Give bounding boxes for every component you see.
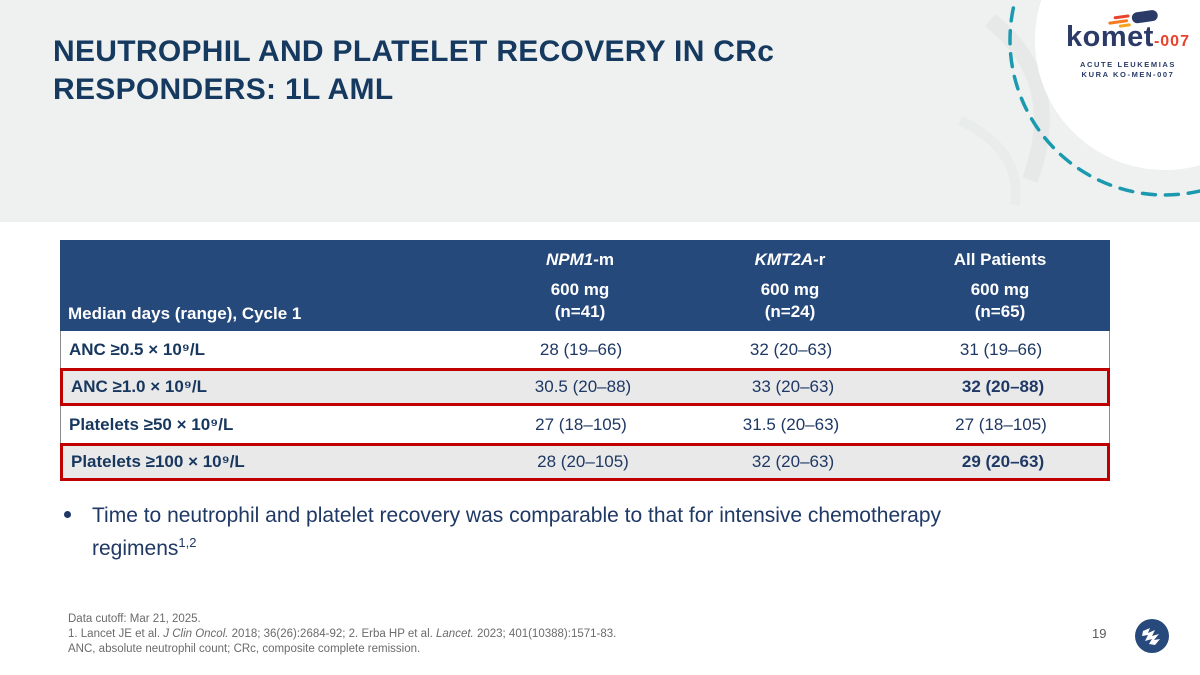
journal-name: J Clin Oncol. [163,628,229,640]
cell-kmt2a: 32 (20–63) [749,339,833,359]
table-row-anc-0-5: ANC ≥0.5 × 10⁹/L 28 (19–66) 32 (20–63) 3… [60,331,1110,368]
row-label: Platelets ≥50 × 10⁹/L [69,414,234,434]
bullet-icon [64,511,71,518]
header-band: komet-007 ACUTE LEUKEMIAS KURA KO-MEN-00… [0,0,1200,222]
bullet-line1: Time to neutrophil and platelet recovery… [92,504,942,527]
logo-circle-background [1035,0,1200,170]
table-header-kmt2a: KMT2A-r 600 mg (n=24) [690,249,890,323]
title-line2: RESPONDERS: 1L AML [53,73,394,106]
key-finding-bullet: Time to neutrophil and platelet recovery… [64,502,1124,562]
bullet-text: Time to neutrophil and platelet recovery… [92,502,941,562]
swirl-decoration [957,115,1021,206]
band-decoration [957,0,1200,206]
journal-name: Lancet. [436,628,474,640]
reference-text: 1. Lancet JE et al. [68,628,164,640]
cell-kmt2a: 32 (20–63) [751,452,835,471]
bullet-line2: regimens [92,537,179,560]
npm1-gene-label: NPM1-m [470,249,690,271]
all-patients-n: (n=65) [974,301,1026,321]
cell-all-patients: 31 (19–66) [959,339,1043,359]
dashed-circle-icon [1008,0,1200,197]
cell-npm1: 28 (20–105) [537,452,629,471]
cell-npm1: 28 (19–66) [539,339,623,359]
cell-all-patients: 27 (18–105) [955,414,1047,434]
all-patients-dose: 600 mg [970,279,1030,299]
table-row-anc-1-0-highlighted: ANC ≥1.0 × 10⁹/L 30.5 (20–88) 33 (20–63)… [60,368,1110,406]
page-title: NEUTROPHIL AND PLATELET RECOVERY IN CRc … [53,33,953,109]
cell-all-patients: 32 (20–88) [961,377,1045,396]
footnote-abbreviations: ANC, absolute neutrophil count; CRc, com… [68,643,421,655]
cell-kmt2a: 31.5 (20–63) [742,414,840,434]
logo-subtitle-line2: KURA KO-MEN-007 [1081,70,1175,79]
row-label: ANC ≥0.5 × 10⁹/L [69,339,205,359]
title-line1: NEUTROPHIL AND PLATELET RECOVERY IN CRc [53,35,775,68]
cell-npm1: 27 (18–105) [535,414,627,434]
cell-kmt2a: 33 (20–63) [751,377,835,396]
reference-text: 2023; 401(10388):1571-83. [473,628,617,640]
table-row-platelets-100-highlighted: Platelets ≥100 × 10⁹/L 28 (20–105) 32 (2… [60,443,1110,481]
row-label: ANC ≥1.0 × 10⁹/L [71,377,207,396]
npm1-dose: 600 mg [550,279,610,299]
kmt2a-gene-label: KMT2A-r [690,249,890,271]
npm1-gene-name: NPM1 [545,249,594,269]
table-header-npm1: NPM1-m 600 mg (n=41) [470,249,690,323]
footnotes: Data cutoff: Mar 21, 2025. 1. Lancet JE … [68,612,616,657]
logo-name-text: komet [1066,21,1154,53]
recovery-table: Median days (range), Cycle 1 NPM1-m 600 … [60,240,1110,481]
footnote-references: 1. Lancet JE et al. J Clin Oncol. 2018; … [68,627,616,642]
cell-npm1: 30.5 (20–88) [534,377,632,396]
kura-globe-icon [1135,619,1169,653]
page-number: 19 [1092,626,1107,641]
swirl-decoration [984,13,1050,183]
table-header-row-label: Median days (range), Cycle 1 [68,304,302,323]
footnote-data-cutoff: Data cutoff: Mar 21, 2025. [68,613,201,625]
kmt2a-gene-suffix: -r [813,249,826,269]
npm1-n: (n=41) [554,301,606,321]
komet-logo-wordmark: komet-007 [1066,10,1190,57]
table-row-platelets-50: Platelets ≥50 × 10⁹/L 27 (18–105) 31.5 (… [60,406,1110,443]
npm1-gene-suffix: -m [593,249,614,269]
comet-icon [1108,10,1158,28]
row-label: Platelets ≥100 × 10⁹/L [71,452,245,471]
kmt2a-dose: 600 mg [760,279,820,299]
kmt2a-n: (n=24) [764,301,816,321]
logo-subtitle-line1: ACUTE LEUKEMIAS [1079,60,1177,69]
reference-text: 2018; 36(26):2684-92; 2. Erba HP et al. [228,628,437,640]
table-header-row: Median days (range), Cycle 1 NPM1-m 600 … [60,240,1110,331]
all-patients-label: All Patients [953,249,1047,269]
logo-subtitle: ACUTE LEUKEMIAS KURA KO-MEN-007 [1058,60,1198,80]
cell-all-patients: 29 (20–63) [961,452,1045,471]
logo-suffix-text: -007 [1153,33,1190,50]
kmt2a-gene-name: KMT2A [754,249,814,269]
bullet-reference-superscript: 1,2 [178,535,197,550]
komet-logo: komet-007 ACUTE LEUKEMIAS KURA KO-MEN-00… [1058,10,1198,80]
table-header-all-patients: All Patients 600 mg (n=65) [890,249,1110,323]
